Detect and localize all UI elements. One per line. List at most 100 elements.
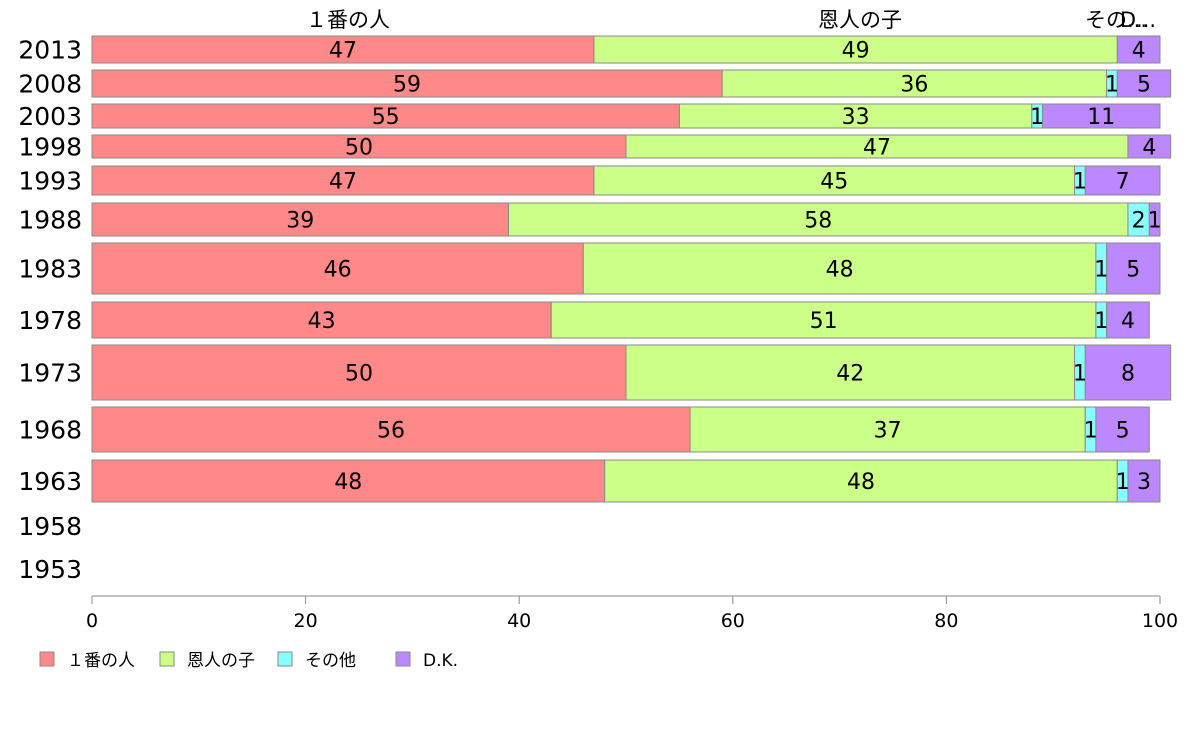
bar-label-2003-series-0: 55 xyxy=(372,105,400,130)
bar-1963-series-1 xyxy=(604,459,1118,503)
year-label-1988: 1988 xyxy=(18,206,82,235)
bar-label-1973-series-2: 1 xyxy=(1073,362,1087,387)
x-tick-label-0: 0 xyxy=(86,610,98,632)
year-label-2008: 2008 xyxy=(18,70,82,99)
bar-label-1968-series-3: 5 xyxy=(1116,419,1130,444)
x-tick-label-20: 20 xyxy=(294,610,318,632)
bar-label-2013-series-3: 4 xyxy=(1132,39,1146,64)
bar-label-1993-series-3: 7 xyxy=(1116,170,1130,195)
bar-label-2003-series-2: 1 xyxy=(1030,105,1044,130)
bar-label-1978-series-2: 1 xyxy=(1094,309,1108,334)
bar-label-2013-series-0: 47 xyxy=(329,39,357,64)
year-label-1978: 1978 xyxy=(18,306,82,335)
year-label-2003: 2003 xyxy=(18,102,82,131)
bar-label-2008-series-3: 5 xyxy=(1137,73,1151,98)
bar-label-1998-series-3: 4 xyxy=(1142,136,1156,161)
bar-1968-series-1 xyxy=(689,406,1086,453)
legend-label-2: その他 xyxy=(305,651,356,671)
bar-1963-series-3 xyxy=(1127,459,1161,503)
bar-label-1983-series-2: 1 xyxy=(1094,258,1108,283)
bar-1968-series-3 xyxy=(1095,406,1150,453)
bar-label-1998-series-1: 47 xyxy=(863,136,891,161)
legend-label-3: D.K. xyxy=(423,651,458,671)
legend-swatch-2 xyxy=(277,651,293,667)
bar-1983-series-1 xyxy=(582,242,1097,295)
bar-label-1963-series-2: 1 xyxy=(1116,470,1130,495)
bar-1978-series-3 xyxy=(1106,301,1150,339)
legend-label-0: １番の人 xyxy=(67,651,135,671)
top-label-1: 恩人の子 xyxy=(818,8,902,32)
bar-2003-series-0 xyxy=(91,103,680,129)
bar-label-2008-series-0: 59 xyxy=(393,73,421,98)
bar-label-1993-series-0: 47 xyxy=(329,170,357,195)
year-label-1963: 1963 xyxy=(18,467,82,496)
bar-label-1993-series-1: 45 xyxy=(820,170,848,195)
bar-label-1968-series-1: 37 xyxy=(874,419,902,444)
bar-2013-series-0 xyxy=(91,35,595,64)
bar-label-1988-series-3: 1 xyxy=(1148,209,1162,234)
x-axis: 0 20 40 60 80 100 xyxy=(86,595,1178,632)
bar-1983-series-3 xyxy=(1106,242,1161,295)
bar-label-1993-series-2: 1 xyxy=(1073,170,1087,195)
bar-label-1973-series-3: 8 xyxy=(1121,362,1135,387)
bar-2013-series-1 xyxy=(593,35,1118,64)
bar-label-1973-series-0: 50 xyxy=(345,362,373,387)
bar-label-1973-series-1: 42 xyxy=(836,362,864,387)
bar-label-2013-series-1: 49 xyxy=(842,39,870,64)
x-tick-label-100: 100 xyxy=(1142,610,1178,632)
bar-1993-series-0 xyxy=(91,165,595,196)
legend-swatch-0 xyxy=(39,651,55,667)
top-label-2: その... xyxy=(1085,8,1147,32)
bar-label-1963-series-0: 48 xyxy=(334,470,362,495)
bar-1998-series-3 xyxy=(1127,134,1172,159)
bar-2008-series-0 xyxy=(91,69,723,98)
year-label-1953: 1953 xyxy=(18,555,82,584)
year-label-1968: 1968 xyxy=(18,416,82,445)
legend-swatch-1 xyxy=(159,651,175,667)
bar-label-1988-series-0: 39 xyxy=(286,209,314,234)
bar-1973-series-3 xyxy=(1084,344,1172,401)
bar-label-1983-series-3: 5 xyxy=(1126,258,1140,283)
bar-label-2008-series-1: 36 xyxy=(900,73,928,98)
bar-label-1983-series-1: 48 xyxy=(826,258,854,283)
bar-label-1988-series-1: 58 xyxy=(804,209,832,234)
top-labels: １番の人 恩人の子 その...D... xyxy=(306,8,1156,32)
bar-label-1988-series-2: 2 xyxy=(1132,209,1146,234)
legend-swatch-3 xyxy=(395,651,411,667)
top-label-3: D... xyxy=(1120,8,1156,32)
legend-label-1: 恩人の子 xyxy=(187,651,255,671)
year-label-1983: 1983 xyxy=(18,255,82,284)
bar-label-1978-series-3: 4 xyxy=(1121,309,1135,334)
year-label-1958: 1958 xyxy=(18,512,82,541)
bar-label-1978-series-0: 43 xyxy=(308,309,336,334)
year-label-1993: 1993 xyxy=(18,167,82,196)
bar-1983-series-0 xyxy=(91,242,584,295)
x-tick-label-80: 80 xyxy=(934,610,958,632)
bar-label-2008-series-2: 1 xyxy=(1105,73,1119,98)
bar-2013-series-3 xyxy=(1116,35,1161,64)
bar-label-1978-series-1: 51 xyxy=(810,309,838,334)
bar-label-1963-series-3: 3 xyxy=(1137,470,1151,495)
x-tick-label-60: 60 xyxy=(721,610,745,632)
year-label-1998: 1998 xyxy=(18,133,82,162)
year-label-2013: 2013 xyxy=(18,36,82,65)
bar-label-2003-series-3: 11 xyxy=(1087,105,1115,130)
bar-2003-series-3 xyxy=(1042,103,1161,129)
bar-2008-series-1 xyxy=(721,69,1108,98)
bar-1963-series-0 xyxy=(91,459,606,503)
bar-label-1968-series-0: 56 xyxy=(377,419,405,444)
bar-1968-series-0 xyxy=(91,406,691,453)
bar-label-1968-series-2: 1 xyxy=(1084,419,1098,444)
bar-label-1963-series-1: 48 xyxy=(847,470,875,495)
bar-2008-series-3 xyxy=(1116,69,1172,98)
year-label-1973: 1973 xyxy=(18,359,82,388)
bar-2003-series-1 xyxy=(678,103,1033,129)
legend: １番の人 恩人の子 その他 D.K. xyxy=(39,651,458,671)
bar-1993-series-1 xyxy=(593,165,1076,196)
bar-label-1983-series-0: 46 xyxy=(324,258,352,283)
x-tick-label-40: 40 xyxy=(507,610,531,632)
bar-1978-series-1 xyxy=(550,301,1097,339)
